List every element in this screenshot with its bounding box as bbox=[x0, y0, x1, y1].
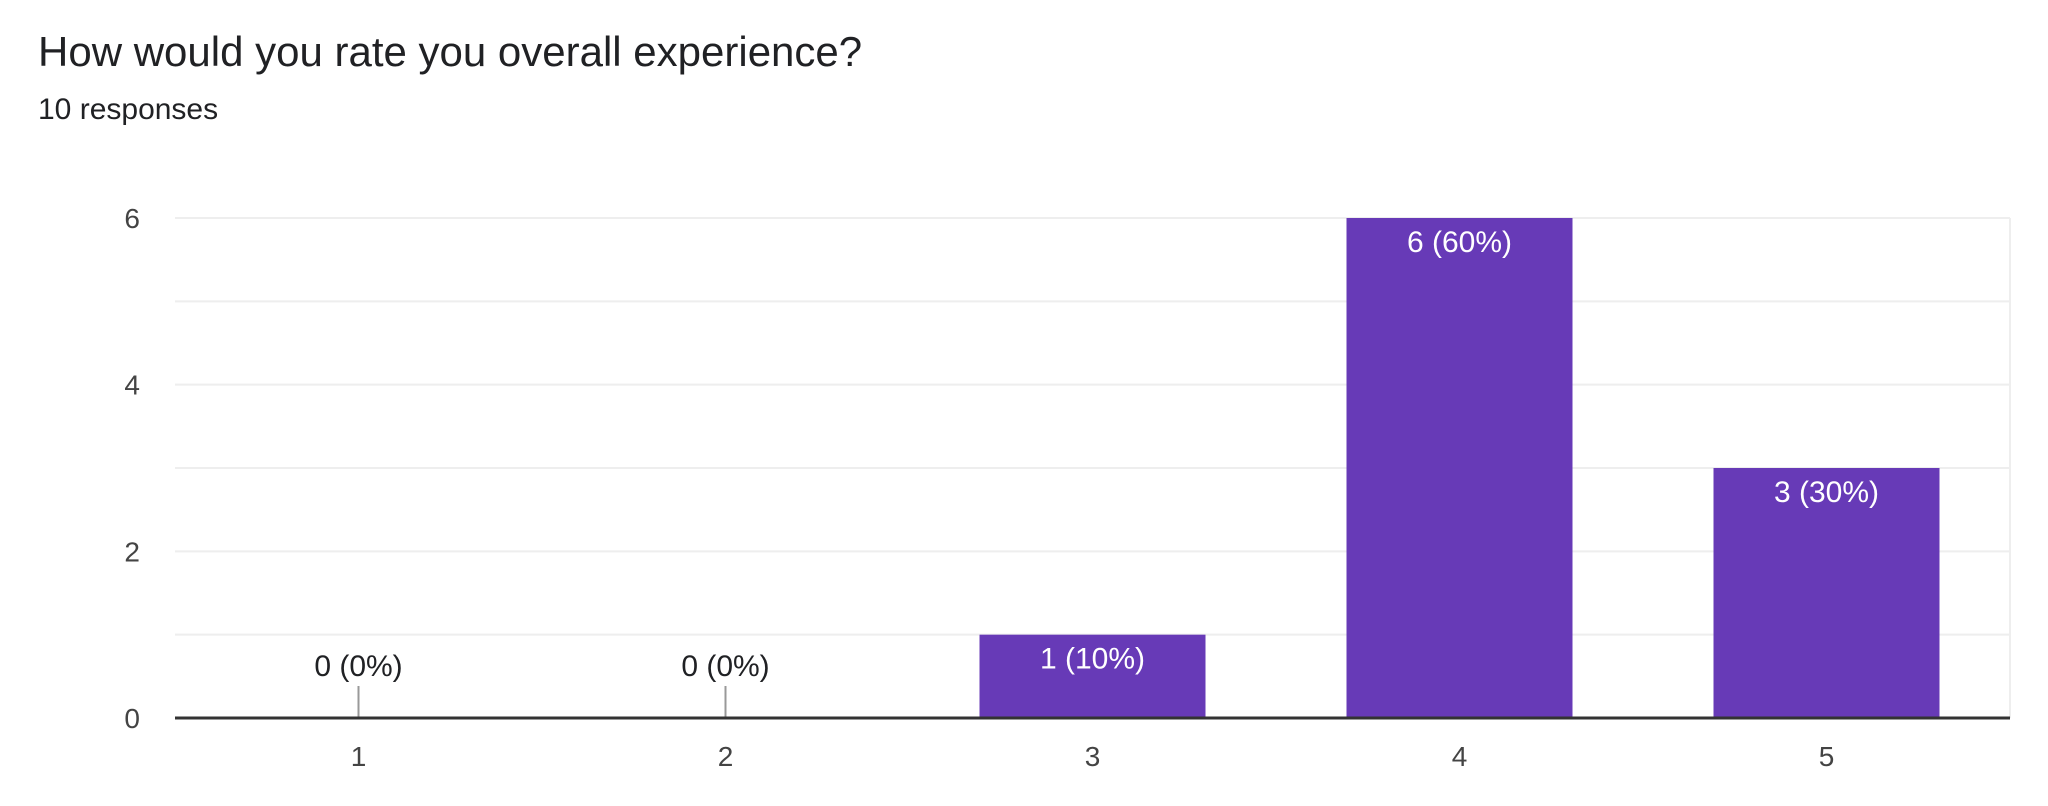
gridlines bbox=[175, 217, 2011, 718]
x-tick-label: 1 bbox=[351, 741, 367, 772]
data-labels: 0 (0%) 0 (0%) 1 (10%) 6 (60%) 3 (30%) bbox=[314, 226, 1879, 683]
x-tick-label: 5 bbox=[1819, 741, 1835, 772]
y-tick-label: 4 bbox=[124, 370, 140, 401]
data-label-3: 1 (10%) bbox=[1040, 643, 1145, 676]
bar-3 bbox=[979, 634, 1206, 718]
x-tick-label: 3 bbox=[1085, 741, 1101, 772]
question-title: How would you rate you overall experienc… bbox=[38, 28, 863, 75]
bar-5 bbox=[1713, 468, 1940, 718]
bar-4 bbox=[1346, 218, 1573, 718]
y-tick-label: 2 bbox=[124, 536, 140, 567]
data-label-2: 0 (0%) bbox=[681, 650, 769, 683]
x-tick-label: 4 bbox=[1452, 741, 1468, 772]
response-count: 10 responses bbox=[38, 93, 219, 126]
data-label-1: 0 (0%) bbox=[314, 650, 402, 683]
data-label-5: 3 (30%) bbox=[1774, 476, 1879, 509]
data-label-4: 6 (60%) bbox=[1407, 226, 1512, 259]
axes: 0 2 4 6 1 2 3 4 5 bbox=[124, 203, 2010, 772]
bars bbox=[357, 218, 1940, 718]
x-tick-label: 2 bbox=[718, 741, 734, 772]
y-tick-label: 0 bbox=[124, 703, 140, 734]
y-tick-label: 6 bbox=[124, 203, 140, 234]
